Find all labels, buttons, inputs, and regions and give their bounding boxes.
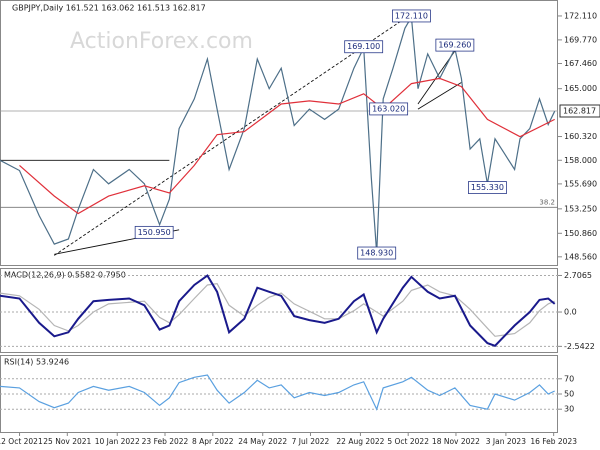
y-tick-label: 50 <box>564 390 574 399</box>
y-tick-label: 153.250 <box>564 204 597 213</box>
annotation-label: 163.020 <box>372 104 405 113</box>
series-line <box>19 77 555 215</box>
x-tick-label: 24 May 2022 <box>238 437 287 446</box>
annotation-label: 155.330 <box>471 183 504 192</box>
macd-panel <box>0 268 558 353</box>
x-tick-label: 7 Jul 2022 <box>292 437 330 446</box>
rsi-title: RSI(14) 53.9246 <box>4 358 69 367</box>
x-tick-label: 12 Oct 2021 <box>0 437 43 446</box>
trend-line <box>54 13 412 256</box>
annotation-label: 150.950 <box>138 228 171 237</box>
y-tick-label: 165.000 <box>564 84 597 93</box>
y-tick-label: 167.460 <box>564 59 597 68</box>
y-tick-label: 148.560 <box>564 252 597 261</box>
x-tick-label: 22 Aug 2022 <box>336 437 384 446</box>
series-line <box>0 374 555 411</box>
y-tick-label: 0.0 <box>564 308 577 317</box>
y-tick-label: 150.860 <box>564 229 597 238</box>
annotation-box <box>357 246 397 260</box>
trend-line <box>417 41 462 105</box>
level-label: 38.2 <box>539 198 555 206</box>
y-tick-label: 160.320 <box>564 132 597 141</box>
last-price-box <box>559 104 600 118</box>
x-tick-label: 3 Jan 2023 <box>486 437 526 446</box>
annotation-box <box>435 38 475 52</box>
x-tick-label: 23 Feb 2022 <box>142 437 189 446</box>
annotation-box <box>468 181 507 194</box>
y-tick-label: 158.000 <box>564 156 597 165</box>
x-tick-label: 10 Jan 2022 <box>95 437 140 446</box>
annotation-label: 169.100 <box>347 42 380 51</box>
x-tick-label: 16 Feb 2023 <box>530 437 577 446</box>
watermark: ActionForex.com <box>70 29 253 54</box>
series-line <box>0 283 555 337</box>
x-tick-label: 18 Nov 2022 <box>432 437 480 446</box>
last-price-label: 162.817 <box>563 107 596 116</box>
annotation-box <box>344 40 384 54</box>
annotation-box <box>392 9 431 23</box>
y-tick-label: -2.5422 <box>564 342 595 351</box>
annotation-box <box>134 225 174 239</box>
y-tick-label: 155.690 <box>564 179 597 188</box>
y-tick-label: 30 <box>564 405 574 414</box>
x-tick-label: 25 Nov 2021 <box>43 437 91 446</box>
y-tick-label: 172.110 <box>564 11 597 20</box>
x-tick-label: 8 Apr 2022 <box>192 437 234 446</box>
header: GBPJPY,Daily 161.521 163.062 161.513 162… <box>12 4 206 13</box>
x-tick-label: 5 Oct 2022 <box>387 437 429 446</box>
y-tick-label: 70 <box>564 374 574 383</box>
annotation-label: 148.930 <box>360 249 393 258</box>
annotation-box <box>369 102 409 116</box>
series-line <box>0 274 556 347</box>
y-tick-label: 2.7065 <box>564 271 592 280</box>
trend-line <box>417 82 462 110</box>
price-panel <box>0 0 558 266</box>
annotation-label: 172.110 <box>395 11 428 20</box>
y-tick-label: 169.770 <box>564 35 597 44</box>
annotation-label: 169.260 <box>438 41 471 50</box>
